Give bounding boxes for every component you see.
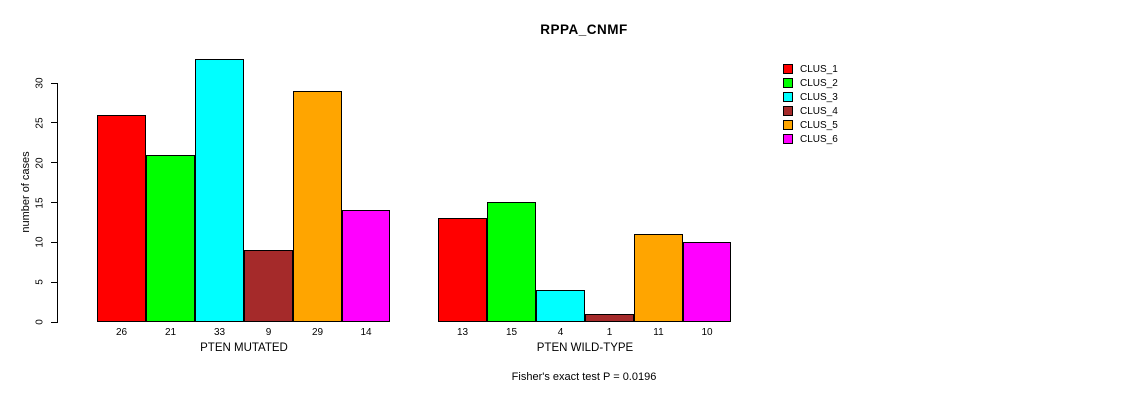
legend-item-clus_6: CLUS_6 [783, 132, 838, 146]
legend-item-clus_2: CLUS_2 [783, 76, 838, 90]
bar-clus_3 [195, 59, 244, 322]
bar-value-label: 11 [653, 327, 664, 338]
legend-label: CLUS_4 [800, 105, 838, 117]
bar-clus_1 [438, 218, 487, 322]
legend-label: CLUS_5 [800, 119, 838, 131]
legend-label: CLUS_3 [800, 91, 838, 103]
bar-clus_6 [342, 210, 390, 322]
legend-item-clus_1: CLUS_1 [783, 62, 838, 76]
y-tick-mark [51, 281, 58, 283]
bar-value-label: 21 [164, 327, 177, 338]
bar-value-label: 33 [213, 327, 226, 338]
y-tick-label: 15 [34, 196, 46, 209]
bar-clus_2 [146, 155, 195, 322]
y-tick-mark [51, 122, 58, 124]
bar-value-label: 13 [456, 327, 469, 338]
bar-value-label: 29 [311, 327, 324, 338]
legend-swatch-icon [783, 78, 793, 88]
y-tick-mark [51, 202, 58, 203]
y-tick-label: 10 [34, 236, 46, 248]
legend-item-clus_5: CLUS_5 [783, 118, 838, 132]
legend-label: CLUS_2 [800, 77, 838, 89]
y-tick-mark [51, 82, 58, 84]
legend-swatch-icon [783, 106, 793, 116]
bar-value-label: 4 [557, 327, 564, 338]
bar-value-label: 15 [505, 327, 518, 338]
y-tick-mark [51, 321, 58, 323]
bar-value-label: 14 [360, 327, 372, 338]
y-tick-label: 20 [34, 157, 46, 169]
legend-label: CLUS_1 [800, 63, 838, 75]
y-tick-label: 30 [34, 77, 46, 89]
chart-title: RPPA_CNMF [540, 22, 628, 37]
bar-value-label: 26 [115, 327, 128, 338]
y-axis-line [57, 83, 58, 323]
bar-clus_1 [97, 115, 146, 322]
legend-swatch-icon [783, 64, 793, 74]
bar-clus_3 [536, 290, 585, 322]
fisher-test-annotation: Fisher's exact test P = 0.0196 [511, 371, 657, 383]
y-tick-mark [51, 241, 58, 243]
bar-value-label: 1 [606, 327, 613, 338]
y-tick-label: 25 [34, 117, 46, 129]
legend-item-clus_4: CLUS_4 [783, 104, 838, 118]
bar-clus_2 [487, 202, 536, 322]
bar-clus_4 [244, 250, 293, 322]
group-label-pten-mutated: PTEN MUTATED [200, 342, 288, 354]
bar-clus_5 [634, 234, 683, 322]
legend-swatch-icon [783, 134, 793, 144]
legend-item-clus_3: CLUS_3 [783, 90, 838, 104]
legend-swatch-icon [783, 120, 793, 130]
y-axis-label: number of cases [20, 151, 32, 233]
y-tick-label: 5 [34, 279, 46, 285]
group-label-pten-wild-type: PTEN WILD-TYPE [536, 342, 634, 354]
bar-clus_5 [293, 91, 342, 322]
legend-label: CLUS_6 [800, 133, 838, 145]
bar-value-label: 9 [265, 327, 272, 338]
y-tick-label: 0 [34, 319, 46, 325]
y-tick-mark [51, 162, 58, 164]
legend-swatch-icon [783, 92, 793, 102]
bar-clus_4 [585, 314, 634, 322]
bar-clus_6 [683, 242, 731, 322]
bar-value-label: 10 [701, 327, 713, 338]
legend: CLUS_1 CLUS_2 CLUS_3 CLUS_4 CLUS_5 CLUS_6 [783, 62, 838, 146]
